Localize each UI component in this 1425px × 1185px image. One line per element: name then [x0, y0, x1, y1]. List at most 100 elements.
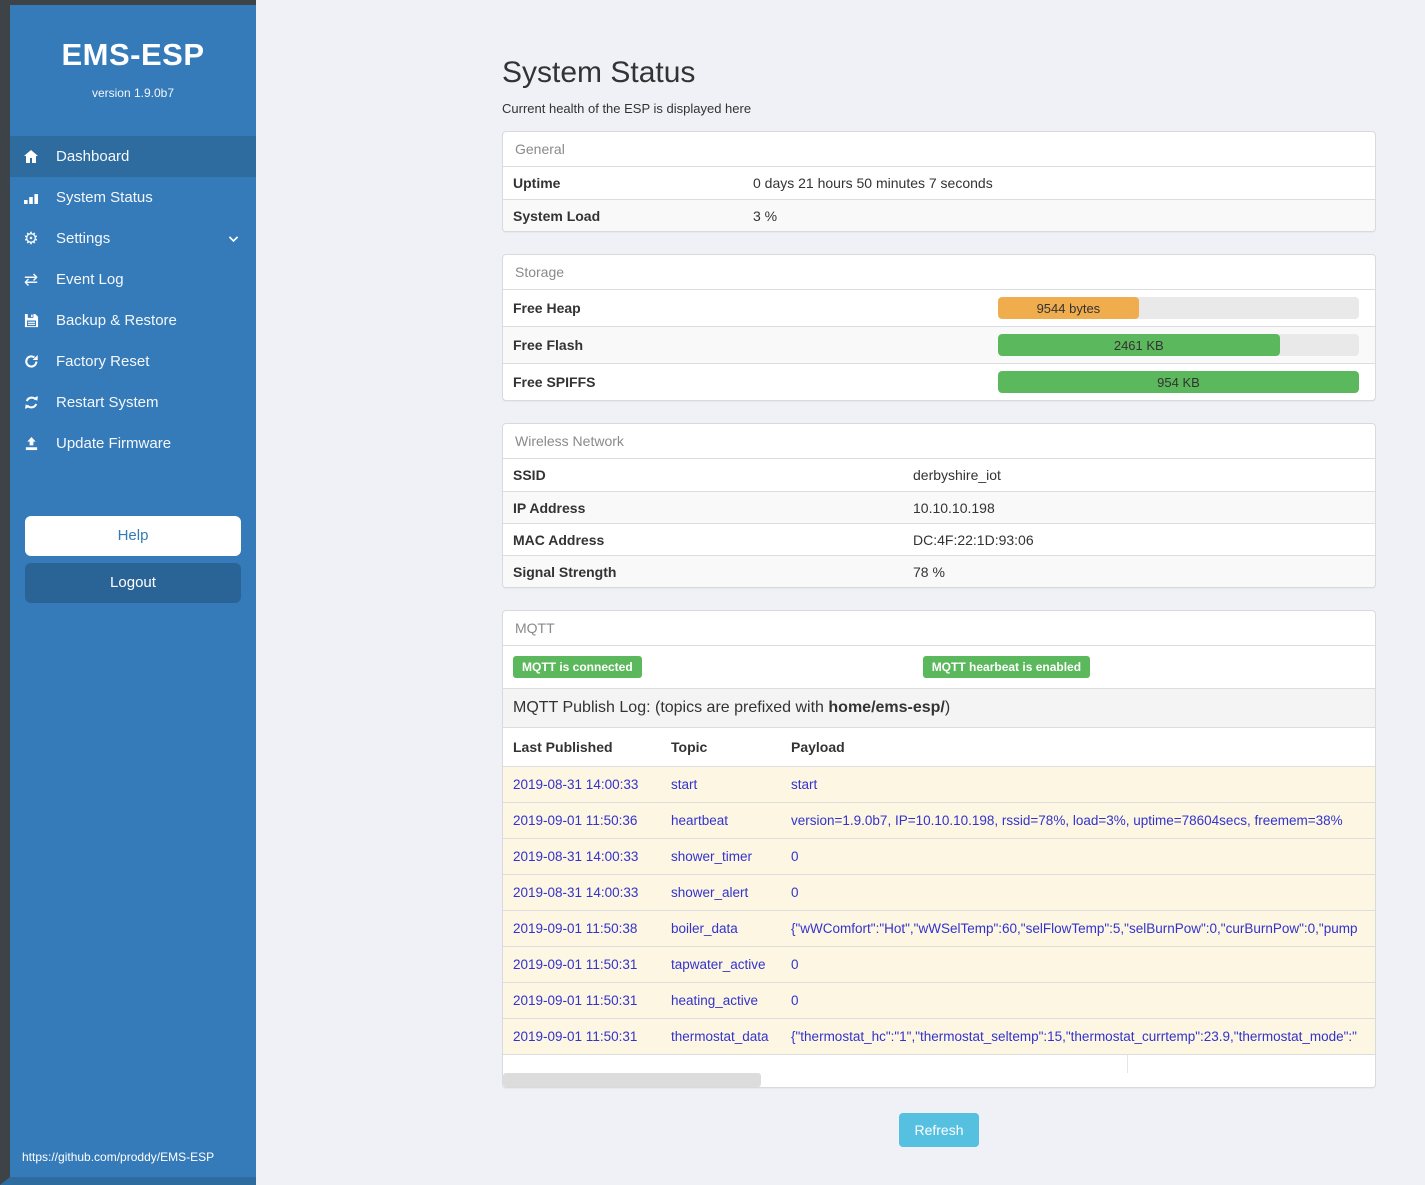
- row-label: Signal Strength: [513, 563, 617, 580]
- log-published: 2019-09-01 11:50:31: [503, 1018, 671, 1054]
- sidebar-item-update-firmware[interactable]: Update Firmware: [10, 423, 256, 464]
- progress-bar-fill: 954 KB: [998, 371, 1359, 393]
- upload-icon: [21, 436, 41, 451]
- github-link[interactable]: https://github.com/proddy/EMS-ESP: [22, 1150, 215, 1164]
- log-empty-row: [503, 1054, 1375, 1073]
- sidebar-item-label: Backup & Restore: [56, 312, 177, 329]
- brand: EMS-ESP version 1.9.0b7: [10, 5, 256, 100]
- log-row: 2019-09-01 11:50:31 tapwater_active 0: [503, 946, 1375, 983]
- col-header-payload: Payload: [791, 727, 1375, 767]
- sidebar-item-restart-system[interactable]: Restart System: [10, 382, 256, 423]
- sidebar-item-backup-restore[interactable]: Backup & Restore: [10, 300, 256, 341]
- row-label: Free SPIFFS: [513, 374, 596, 390]
- sync-restart-icon: [21, 395, 41, 410]
- log-row: 2019-08-31 14:00:33 shower_alert 0: [503, 874, 1375, 911]
- col-header-last-published: Last Published: [503, 727, 671, 767]
- log-published: 2019-09-01 11:50:38: [503, 910, 671, 947]
- gear-icon: ⚙: [23, 229, 39, 248]
- help-button[interactable]: Help: [25, 516, 241, 556]
- mqtt-panel: MQTT MQTT is connected MQTT hearbeat is …: [502, 610, 1376, 1088]
- log-row: 2019-08-31 14:00:33 shower_timer 0: [503, 838, 1375, 875]
- row-label: Uptime: [513, 175, 561, 191]
- mqtt-connected-badge: MQTT is connected: [513, 656, 642, 678]
- transfer-arrows-icon: ⇄: [23, 270, 39, 289]
- wireless-panel-header: Wireless Network: [503, 424, 1375, 459]
- log-topic: shower_alert: [671, 874, 791, 911]
- progress-bar-fill: 2461 KB: [998, 334, 1280, 356]
- progress-bar-fill: 9544 bytes: [998, 297, 1139, 319]
- log-topic: shower_timer: [671, 838, 791, 875]
- mqtt-log-title: MQTT Publish Log: (topics are prefixed w…: [503, 688, 1375, 727]
- sidebar-item-label: Factory Reset: [56, 353, 150, 370]
- logout-button[interactable]: Logout: [25, 563, 241, 603]
- mqtt-heartbeat-badge: MQTT hearbeat is enabled: [922, 656, 1091, 678]
- main-content: System Status Current health of the ESP …: [256, 0, 1425, 1177]
- table-row: MAC Address DC:4F:22:1D:93:06: [503, 523, 1375, 555]
- log-payload: {"wWComfort":"Hot","wWSelTemp":60,"selFl…: [791, 910, 1375, 947]
- sidebar-item-label: Restart System: [56, 394, 159, 411]
- progress-label: 2461 KB: [1113, 337, 1164, 353]
- sidebar-item-label: Update Firmware: [56, 435, 172, 452]
- log-payload: 0: [791, 874, 1375, 911]
- log-title-topic-prefix: home/ems-esp/: [828, 699, 945, 716]
- sidebar-item-dashboard[interactable]: Dashboard: [10, 136, 256, 177]
- page-subtitle: Current health of the ESP is displayed h…: [502, 101, 752, 116]
- progress-track: 2461 KB: [998, 334, 1359, 356]
- log-topic: heating_active: [671, 982, 791, 1019]
- log-payload: 0: [791, 946, 1375, 983]
- log-header-row: Last Published Topic Payload: [503, 727, 1375, 767]
- general-panel: General Uptime 0 days 21 hours 50 minute…: [502, 131, 1376, 232]
- col-header-topic: Topic: [671, 727, 791, 767]
- app-version: version 1.9.0b7: [91, 86, 175, 100]
- table-row: SSID derbyshire_iot: [503, 459, 1375, 491]
- log-published: 2019-09-01 11:50:36: [503, 802, 671, 839]
- wireless-panel: Wireless Network SSID derbyshire_iot IP …: [502, 423, 1376, 588]
- sidebar-item-factory-reset[interactable]: Factory Reset: [10, 341, 256, 382]
- horizontal-scrollbar[interactable]: [503, 1073, 1375, 1087]
- mqtt-panel-header: MQTT: [503, 611, 1375, 646]
- log-row: 2019-09-01 11:50:36 heartbeat version=1.…: [503, 802, 1375, 839]
- row-label: Free Heap: [513, 300, 581, 316]
- table-row: Free SPIFFS 954 KB: [503, 363, 1375, 400]
- table-row: Signal Strength 78 %: [503, 555, 1375, 587]
- storage-panel-header: Storage: [503, 255, 1375, 290]
- refresh-button[interactable]: Refresh: [899, 1113, 979, 1147]
- row-label: MAC Address: [513, 531, 605, 548]
- storage-panel: Storage Free Heap 9544 bytes Free Flash …: [502, 254, 1376, 401]
- progress-label: 954 KB: [1157, 374, 1200, 390]
- sidebar-item-event-log[interactable]: ⇄ Event Log: [10, 259, 256, 300]
- log-topic: heartbeat: [671, 802, 791, 839]
- home-icon: [21, 149, 41, 165]
- table-row: Uptime 0 days 21 hours 50 minutes 7 seco…: [503, 167, 1375, 199]
- sidebar-item-settings[interactable]: ⚙ Settings: [10, 218, 256, 259]
- sidebar: EMS-ESP version 1.9.0b7 Dashboard System…: [0, 0, 256, 1185]
- log-row: 2019-09-01 11:50:31 thermostat_data {"th…: [503, 1018, 1375, 1054]
- column-divider: [1127, 1055, 1128, 1073]
- scrollbar-thumb[interactable]: [503, 1073, 761, 1087]
- general-panel-header: General: [503, 132, 1375, 167]
- log-published: 2019-09-01 11:50:31: [503, 946, 671, 983]
- sidebar-item-label: System Status: [56, 189, 153, 206]
- mqtt-badge-row: MQTT is connected MQTT hearbeat is enabl…: [503, 646, 1375, 688]
- row-label: IP Address: [513, 499, 586, 516]
- log-payload: 0: [791, 982, 1375, 1019]
- log-published: 2019-08-31 14:00:33: [503, 766, 671, 803]
- page-title: System Status: [502, 56, 696, 89]
- log-payload: version=1.9.0b7, IP=10.10.10.198, rssid=…: [791, 802, 1375, 839]
- sidebar-item-system-status[interactable]: System Status: [10, 177, 256, 218]
- row-value: derbyshire_iot: [913, 467, 1001, 483]
- progress-track: 9544 bytes: [998, 297, 1359, 319]
- log-row: 2019-08-31 14:00:33 start start: [503, 766, 1375, 803]
- log-published: 2019-08-31 14:00:33: [503, 838, 671, 875]
- table-row: Free Flash 2461 KB: [503, 326, 1375, 363]
- row-value: 10.10.10.198: [913, 499, 995, 516]
- log-row: 2019-09-01 11:50:31 heating_active 0: [503, 982, 1375, 1019]
- log-row: 2019-09-01 11:50:38 boiler_data {"wWComf…: [503, 910, 1375, 947]
- sidebar-item-label: Settings: [56, 230, 111, 247]
- table-row: IP Address 10.10.10.198: [503, 491, 1375, 523]
- row-value: 78 %: [913, 563, 945, 580]
- log-payload: start: [791, 766, 1375, 803]
- log-topic: start: [671, 766, 791, 803]
- sidebar-buttons: Help Logout: [10, 516, 256, 603]
- system-status-icon: [21, 190, 41, 206]
